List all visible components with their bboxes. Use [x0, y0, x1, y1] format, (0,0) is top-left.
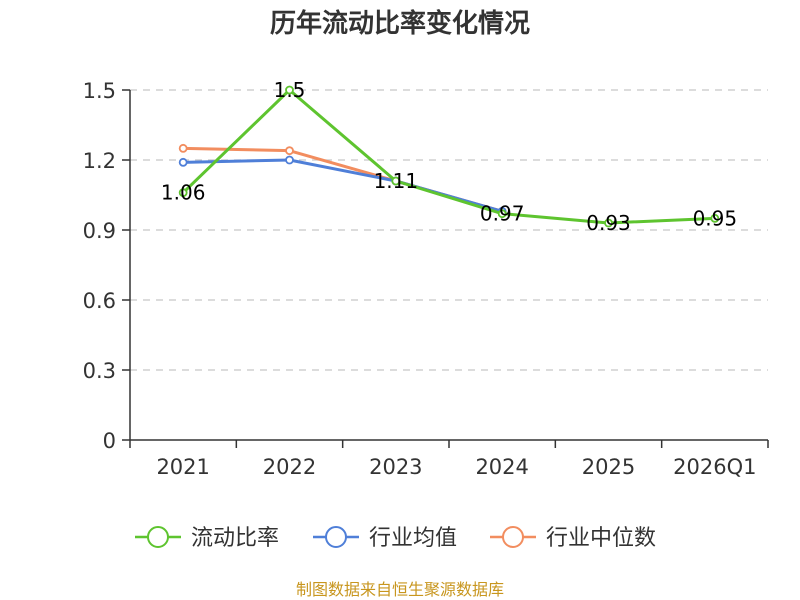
x-tick-label: 2026Q1 [673, 455, 756, 479]
x-tick-label: 2021 [156, 455, 209, 479]
data-point [604, 218, 613, 228]
legend-swatch-marker [502, 526, 524, 548]
data-point [178, 157, 188, 167]
legend-swatch-marker [147, 526, 169, 548]
x-tick-label: 2024 [475, 455, 528, 479]
data-point [178, 188, 188, 198]
series-line [183, 158, 503, 213]
data-label: 0.95 [693, 206, 738, 230]
y-tick-label: 1.2 [83, 149, 116, 173]
data-label: 1.5 [274, 78, 306, 102]
series-current-ratio [178, 85, 720, 228]
legend-label: 行业中位数 [546, 526, 656, 551]
data-labels: 1.06 1.5 1.11 0.97 0.93 0.95 [161, 78, 737, 235]
source-note: 制图数据来自恒生聚源数据库 [296, 580, 504, 599]
y-tick-label: 0.9 [83, 219, 116, 243]
data-point [710, 213, 720, 223]
data-label: 0.93 [586, 211, 631, 235]
legend-label: 行业均值 [369, 526, 457, 551]
data-label: 0.97 [480, 202, 525, 226]
legend-label: 流动比率 [191, 526, 279, 551]
legend-swatch-marker [325, 526, 347, 548]
data-point [285, 85, 294, 95]
data-point [285, 146, 294, 156]
data-point [285, 155, 294, 165]
y-tick-label: 0 [103, 429, 116, 453]
y-tick-label: 0.3 [83, 359, 116, 383]
data-point [391, 176, 401, 186]
gridlines [130, 89, 768, 371]
y-tick-label: 1.5 [83, 79, 116, 103]
data-point [178, 143, 188, 153]
x-tick-label: 2025 [582, 455, 635, 479]
legend-item[interactable]: 流动比率 [135, 526, 279, 551]
data-label: 1.06 [161, 181, 206, 205]
series-layer [178, 85, 720, 228]
x-tick-label: 2022 [263, 455, 316, 479]
x-tick-label: 2023 [369, 455, 422, 479]
data-point [497, 209, 507, 219]
y-tick-label: 0.6 [83, 289, 116, 313]
series-industry-median [178, 143, 507, 216]
axes: 0 0.3 0.6 0.9 1.2 1.5 2021 2022 2023 2024 2025 2026… [83, 79, 769, 479]
legend-item[interactable]: 行业中位数 [490, 526, 656, 551]
data-label: 1.11 [374, 169, 419, 193]
series-line [182, 88, 715, 225]
chart-title: 历年流动比率变化情况 [270, 8, 530, 39]
legend: 流动比率 行业均值 行业中位数 [135, 526, 656, 551]
series-line [183, 146, 503, 213]
legend-item[interactable]: 行业均值 [313, 526, 457, 551]
